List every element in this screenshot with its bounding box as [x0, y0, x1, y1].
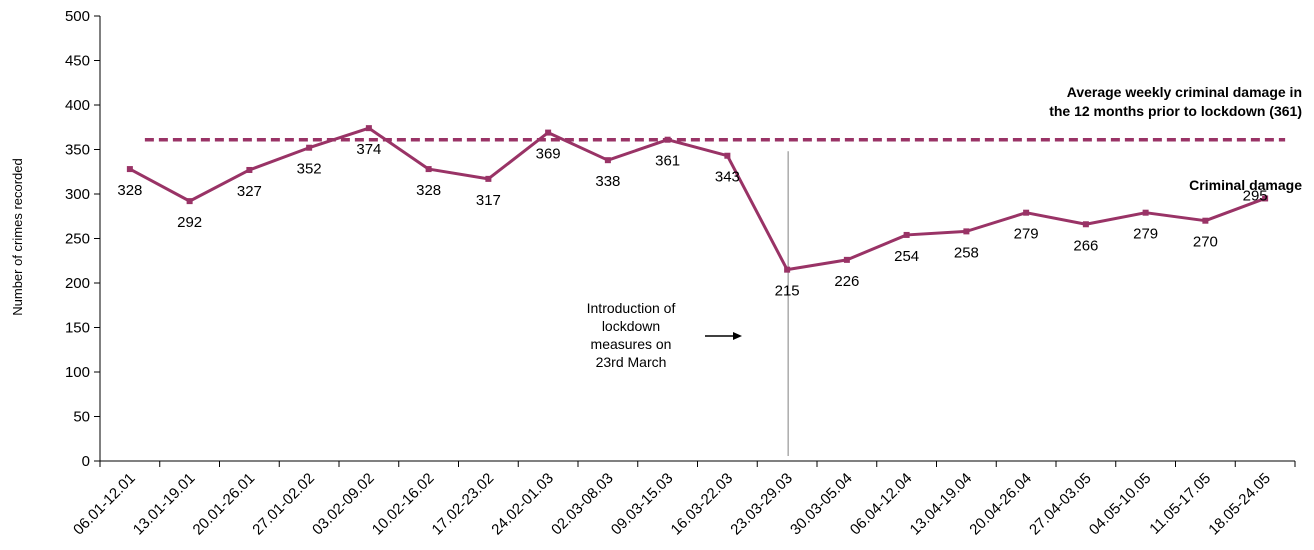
data-label: 361	[655, 153, 680, 170]
lockdown-annotation: Introduction of lockdown measures on 23r…	[587, 300, 742, 370]
y-tick-label: 500	[65, 8, 90, 25]
y-tick-label: 300	[65, 186, 90, 203]
y-axis-title: Number of crimes recorded	[10, 158, 25, 316]
chart-axes	[99, 16, 1295, 462]
series-point	[604, 157, 611, 164]
data-label: 279	[1014, 226, 1039, 243]
y-tick-label: 150	[65, 320, 90, 337]
data-label: 352	[297, 161, 322, 178]
data-label: 327	[237, 183, 262, 200]
data-label: 369	[536, 146, 561, 163]
average-label-line1: Average weekly criminal damage in	[1067, 84, 1302, 100]
series-point	[1262, 195, 1269, 202]
series-point	[365, 125, 372, 132]
x-tick-label: 06.04-12.04	[847, 470, 916, 539]
data-label: 338	[595, 173, 620, 190]
y-tick-label: 100	[65, 364, 90, 381]
x-tick-label: 03.02-09.02	[309, 470, 378, 539]
x-tick-label: 18.05-24.05	[1205, 470, 1274, 539]
series-line	[129, 126, 1266, 272]
x-axis-ticks: 06.01-12.0113.01-19.0120.01-26.0127.01-0…	[70, 461, 1296, 539]
data-label: 226	[834, 273, 859, 290]
data-label: 292	[177, 214, 202, 231]
x-tick-label: 27.01-02.02	[249, 470, 318, 539]
x-tick-label: 17.02-23.02	[429, 470, 498, 539]
y-axis-ticks: 0 50 100 150 200 250 300 350 400 450 500	[65, 8, 100, 470]
series-point	[545, 129, 552, 136]
series-point	[843, 256, 850, 263]
annotation-arrowhead	[733, 332, 742, 340]
x-tick-label: 20.04-26.04	[966, 470, 1035, 539]
y-tick-label: 400	[65, 97, 90, 114]
data-label: 266	[1073, 237, 1098, 254]
annotation-line-1: Introduction of	[587, 300, 676, 316]
x-tick-label: 04.05-10.05	[1086, 470, 1155, 539]
series-point	[664, 136, 671, 143]
x-tick-label: 06.01-12.01	[70, 470, 139, 539]
data-label: 317	[476, 192, 501, 209]
data-label: 215	[775, 283, 800, 300]
series-point	[246, 166, 253, 173]
data-label: 295	[1243, 187, 1268, 204]
series-point	[1082, 221, 1089, 228]
series-point	[724, 152, 731, 159]
annotation-line-2: lockdown	[602, 318, 660, 334]
x-tick-label: 30.03-05.04	[787, 470, 856, 539]
y-tick-label: 0	[82, 453, 90, 470]
series-label: Criminal damage	[1189, 177, 1302, 193]
x-tick-label: 24.02-01.03	[488, 470, 557, 539]
data-label: 270	[1193, 234, 1218, 251]
x-tick-label: 20.01-26.01	[190, 470, 259, 539]
series-criminal-damage	[126, 125, 1269, 273]
data-label: 374	[356, 141, 381, 158]
data-label: 328	[416, 182, 441, 199]
series-point	[126, 166, 133, 173]
y-tick-label: 50	[73, 409, 90, 426]
y-tick-label: 350	[65, 142, 90, 159]
data-label: 343	[715, 169, 740, 186]
x-tick-label: 11.05-17.05	[1146, 470, 1214, 538]
y-tick-label: 450	[65, 53, 90, 70]
y-tick-label: 200	[65, 275, 90, 292]
series-point	[784, 266, 791, 273]
y-tick-label: 250	[65, 231, 90, 248]
x-tick-label: 10.02-16.02	[369, 470, 438, 539]
series-point	[1202, 217, 1209, 224]
x-tick-label: 13.01-19.01	[130, 470, 199, 539]
x-tick-label: 27.04-03.05	[1026, 470, 1095, 539]
series-point	[963, 228, 970, 235]
x-tick-label: 13.04-19.04	[907, 470, 976, 539]
series-point	[485, 175, 492, 182]
data-label: 254	[894, 248, 919, 265]
series-point	[186, 198, 193, 205]
series-point	[306, 144, 313, 151]
series-point	[1142, 209, 1149, 216]
x-tick-label: 02.03-08.03	[548, 470, 617, 539]
average-label-line2: the 12 months prior to lockdown (361)	[1049, 103, 1302, 119]
data-label: 258	[954, 244, 979, 261]
series-point	[903, 231, 910, 238]
annotation-line-3: measures on	[591, 336, 672, 352]
data-label: 279	[1133, 226, 1158, 243]
x-tick-label: 09.03-15.03	[608, 470, 677, 539]
series-point	[425, 166, 432, 173]
annotation-line-4: 23rd March	[596, 354, 667, 370]
x-tick-label: 23.03-29.03	[727, 470, 796, 539]
x-tick-label: 16.03-22.03	[668, 470, 737, 539]
data-labels: 328 292 327 352 374 328 317 369 338 361 343 215 226 2…	[117, 141, 1267, 300]
data-label: 328	[117, 182, 142, 199]
series-point	[1023, 209, 1030, 216]
